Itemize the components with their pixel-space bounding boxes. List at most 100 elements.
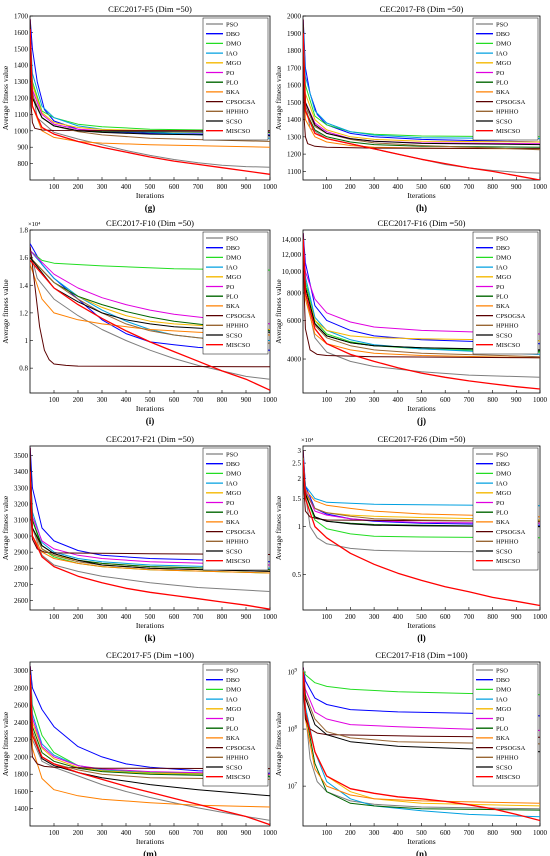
y-tick-label: 1200 <box>14 95 29 103</box>
y-tick-text: 1600 <box>14 29 29 37</box>
legend-label: HPHHO <box>226 323 249 330</box>
x-tick-label: 900 <box>511 613 522 621</box>
y-tick-text: 10 <box>288 783 296 791</box>
y-tick-superscript: 8 <box>295 726 298 731</box>
x-tick-label: 700 <box>193 396 204 404</box>
legend-label: PLO <box>226 80 239 87</box>
legend-box <box>472 663 539 787</box>
legend-label: PSO <box>496 21 508 28</box>
x-tick-label: 700 <box>464 183 475 191</box>
x-tick-label: 1000 <box>533 396 548 404</box>
y-tick-label: 1700 <box>14 13 29 21</box>
legend-label: CPSOGSA <box>496 313 526 320</box>
y-tick-label: 1.6 <box>19 254 28 262</box>
series-line-scso <box>303 243 540 351</box>
y-tick-text: 1200 <box>287 151 302 159</box>
y-tick-text: 1600 <box>287 82 302 90</box>
legend-label: IAO <box>496 50 508 57</box>
y-tick-text: 1.4 <box>19 282 28 290</box>
panel-label: (j) <box>417 416 426 426</box>
x-axis-label: Iterations <box>407 837 435 846</box>
x-tick-label: 900 <box>241 396 252 404</box>
series-line-pso <box>303 239 540 378</box>
legend-label: SCSO <box>226 332 243 339</box>
y-tick-text: 12,000 <box>282 251 302 259</box>
x-axis-label: Iterations <box>407 191 435 200</box>
legend-label: IAO <box>226 696 238 703</box>
y-tick-label: 2600 <box>14 597 29 605</box>
legend: PSO DBO DMO IAO MGO PO PLO BKA CPSOGSA HPHHO SCSO M… <box>202 663 269 787</box>
series-line-miscso <box>303 33 540 180</box>
legend-label: IAO <box>496 696 508 703</box>
legend-label: MISCSO <box>496 342 521 349</box>
y-tick-label: 1600 <box>287 82 302 90</box>
legend-label: DBO <box>496 677 510 684</box>
legend-box <box>202 447 269 571</box>
y-tick-label: 1900 <box>287 30 302 38</box>
series-line-po <box>30 463 270 566</box>
x-tick-label: 800 <box>217 396 228 404</box>
legend-label: IAO <box>226 480 238 487</box>
y-tick-label: 2800 <box>14 565 29 573</box>
y-tick-text: 2800 <box>14 684 29 692</box>
series-line-po <box>30 670 270 775</box>
legend: PSO DBO DMO IAO MGO PO PLO BKA CPSOGSA HPHHO SCSO M… <box>472 231 539 355</box>
y-tick-label: 6000 <box>287 317 302 325</box>
x-tick-label: 300 <box>369 829 380 837</box>
legend-label: BKA <box>226 519 240 526</box>
chart-title: CEC2017-F26 (Dim =50) <box>378 434 466 444</box>
legend: PSO DBO DMO IAO MGO PO PLO BKA CPSOGSA HPHHO SCSO M… <box>472 17 539 141</box>
legend: PSO DBO DMO IAO MGO PO PLO BKA CPSOGSA HPHHO SCSO M… <box>472 447 539 571</box>
x-axis-label: Iterations <box>136 621 164 630</box>
x-tick-label: 500 <box>416 613 427 621</box>
x-tick-label: 800 <box>217 183 228 191</box>
legend-label: MISCSO <box>226 558 251 565</box>
y-tick-label: 107 <box>288 783 298 791</box>
series-line-pso <box>30 463 270 592</box>
y-exponent: ×10⁴ <box>301 437 314 444</box>
series-line-dmo <box>303 33 540 138</box>
y-tick-label: 3200 <box>14 500 29 508</box>
series-line-cpsogsa <box>30 666 270 770</box>
legend-label: DMO <box>496 471 511 478</box>
y-tick-text: 3500 <box>14 452 29 460</box>
series-line-cpsogsa <box>303 233 540 359</box>
x-tick-label: 900 <box>241 613 252 621</box>
panel-label: (g) <box>145 203 156 213</box>
legend-label: MGO <box>496 490 511 497</box>
series-line-iao <box>303 671 540 818</box>
x-tick-label: 200 <box>345 613 356 621</box>
legend-box <box>202 663 269 787</box>
y-tick-text: 3300 <box>14 484 29 492</box>
x-tick-label: 600 <box>440 613 451 621</box>
legend-label: CPSOGSA <box>226 99 256 106</box>
legend-label: MGO <box>226 274 241 281</box>
y-tick-text: 3000 <box>14 667 29 675</box>
x-tick-label: 1000 <box>263 829 278 837</box>
chart-title: CEC2017-F10 (Dim =50) <box>106 218 194 228</box>
y-tick-superscript: 7 <box>295 783 298 788</box>
legend-label: PLO <box>496 726 509 733</box>
legend: PSO DBO DMO IAO MGO PO PLO BKA CPSOGSA HPHHO SCSO M… <box>202 447 269 571</box>
x-tick-label: 1000 <box>533 829 548 837</box>
x-tick-label: 800 <box>487 183 498 191</box>
y-tick-text: 1100 <box>287 168 301 176</box>
y-tick-text: 2600 <box>14 597 29 605</box>
x-tick-label: 600 <box>440 183 451 191</box>
series-line-plo <box>30 670 270 778</box>
series-line-cpsogsa <box>30 246 270 368</box>
legend-label: PSO <box>226 667 238 674</box>
x-tick-label: 400 <box>121 829 132 837</box>
legend-label: DMO <box>226 471 241 478</box>
legend-label: MGO <box>496 60 511 67</box>
y-axis-label: Average fitness value <box>1 279 10 344</box>
chart-title: CEC2017-F21 (Dim =50) <box>106 434 194 444</box>
panel-label: (l) <box>417 633 426 643</box>
y-tick-text: 1900 <box>287 30 302 38</box>
y-tick-label: 109 <box>288 669 298 677</box>
x-tick-label: 300 <box>369 183 380 191</box>
chart-title: CEC2017-F18 (Dim =100) <box>375 650 467 660</box>
y-tick-text: 1300 <box>14 78 29 86</box>
legend-label: MISCSO <box>496 774 521 781</box>
legend: PSO DBO DMO IAO MGO PO PLO BKA CPSOGSA HPHHO SCSO M… <box>472 663 539 787</box>
